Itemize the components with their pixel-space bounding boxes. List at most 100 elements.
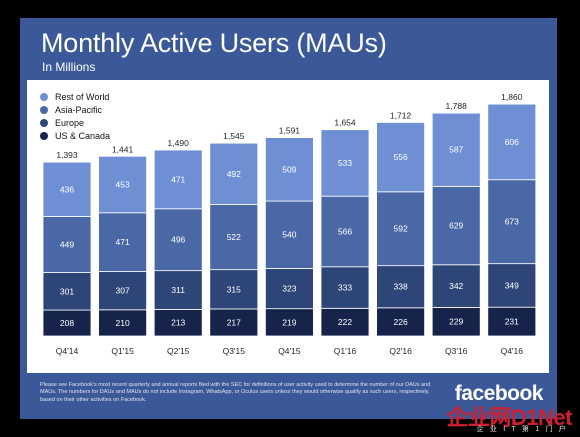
- x-tick-label: Q2'15: [167, 346, 190, 356]
- data-label: 226: [394, 317, 408, 327]
- legend-swatch: [40, 92, 48, 101]
- x-tick-label: Q1'15: [111, 346, 134, 356]
- legend-item: Rest of World: [40, 90, 110, 103]
- bar-segment: [42, 161, 92, 217]
- data-label: 492: [227, 169, 241, 179]
- data-label: 629: [449, 221, 463, 231]
- bar-segment: [320, 266, 370, 309]
- watermark-logo: 企业网D1Net 企 业 I T 第 1 门 户: [444, 396, 576, 434]
- data-label: 307: [116, 286, 130, 296]
- data-label: 453: [116, 180, 130, 190]
- bar-segment: [431, 112, 481, 187]
- bar-segment: [487, 306, 537, 337]
- data-label: 208: [60, 318, 74, 328]
- legend-item: Asia-Pacific: [40, 103, 110, 116]
- bar-segment: [431, 264, 481, 308]
- bar-segment: [98, 309, 147, 337]
- x-tick-label: Q3'15: [223, 346, 246, 356]
- data-label: 311: [171, 285, 185, 295]
- bar-segment: [487, 103, 537, 181]
- total-label: 1,545: [223, 131, 245, 141]
- legend-swatch: [40, 118, 48, 127]
- legend-item: Europe: [40, 116, 110, 129]
- chart-legend: Rest of World Asia-Pacific Europe US & Cana…: [40, 90, 110, 142]
- bar-segment: [98, 212, 147, 272]
- data-label: 229: [449, 317, 463, 327]
- data-label: 606: [505, 137, 519, 147]
- watermark-subtext: 企 业 I T 第 1 门 户: [476, 426, 568, 433]
- bar-segment: [264, 267, 314, 310]
- data-label: 436: [60, 184, 74, 194]
- watermark-text: 企业网D1Net: [446, 405, 572, 430]
- page-title: Monthly Active Users (MAUs): [41, 28, 387, 58]
- page-subtitle: In Millions: [42, 60, 96, 74]
- bar-segment: [320, 129, 370, 197]
- bar-segment: [487, 263, 537, 308]
- data-label: 217: [227, 317, 241, 327]
- bar-segment: [98, 155, 147, 214]
- data-label: 349: [505, 280, 519, 290]
- data-label: 556: [394, 152, 408, 162]
- x-tick-label: Q1'16: [334, 346, 357, 356]
- data-label: 509: [282, 164, 296, 174]
- x-tick-label: Q3'16: [445, 346, 468, 356]
- data-label: 342: [449, 281, 463, 291]
- data-label: 333: [338, 283, 352, 293]
- data-label: 587: [449, 145, 463, 155]
- facebook-logo: facebook: [454, 382, 544, 405]
- bar-segment: [153, 309, 203, 337]
- bar-segment: [153, 270, 203, 310]
- total-label: 1,860: [501, 92, 523, 102]
- bar-segment: [376, 191, 426, 267]
- bar-segment: [320, 307, 370, 337]
- data-label: 566: [338, 226, 352, 236]
- legend-label: US & Canada: [55, 130, 111, 141]
- bar-segment: [209, 308, 259, 337]
- total-label: 1,712: [390, 110, 412, 120]
- data-label: 222: [338, 317, 352, 327]
- total-label: 1,788: [446, 101, 468, 111]
- legend-item: US & Canada: [40, 129, 110, 142]
- legend-label: Europe: [55, 117, 85, 128]
- data-label: 219: [282, 317, 296, 327]
- data-label: 540: [282, 230, 296, 240]
- data-label: 231: [505, 317, 519, 327]
- footnote: Please see Facebook's most recent quarte…: [40, 382, 431, 403]
- bar-segment: [153, 149, 203, 210]
- bar-segment: [153, 208, 203, 272]
- legend-swatch: [40, 131, 48, 140]
- total-label: 1,654: [334, 118, 356, 128]
- total-label: 1,490: [168, 138, 190, 148]
- legend-label: Rest of World: [55, 91, 110, 102]
- stacked-bar-chart: 208 301 449 436 1,393 Q4'14 210 307 471 453 1,441 Q…: [42, 92, 537, 356]
- bar-segment: [209, 269, 259, 310]
- bar-segment: [431, 307, 481, 337]
- bar-segment: [42, 272, 92, 311]
- bar-segment: [431, 185, 481, 266]
- slide: Monthly Active Users (MAUs) In Millions …: [20, 18, 557, 419]
- data-label: 592: [394, 224, 408, 234]
- legend-swatch: [40, 105, 48, 114]
- data-label: 673: [505, 217, 519, 227]
- legend-label: Asia-Pacific: [55, 104, 103, 115]
- data-label: 533: [338, 158, 352, 168]
- data-label: 449: [60, 240, 74, 250]
- bar-segment: [376, 307, 426, 337]
- x-tick-label: Q4'16: [501, 346, 524, 356]
- data-label: 496: [171, 235, 185, 245]
- bar-segment: [209, 204, 259, 271]
- data-label: 315: [227, 284, 241, 294]
- total-label: 1,441: [112, 144, 134, 154]
- data-label: 213: [171, 318, 185, 328]
- data-label: 323: [282, 284, 296, 294]
- data-label: 522: [227, 232, 241, 242]
- bar-segment: [98, 271, 147, 311]
- total-label: 1,393: [56, 150, 78, 160]
- data-label: 471: [171, 174, 185, 184]
- total-label: 1,591: [279, 126, 301, 136]
- data-label: 210: [116, 318, 130, 328]
- x-tick-label: Q4'15: [278, 346, 301, 356]
- x-tick-label: Q2'16: [389, 346, 412, 356]
- data-label: 338: [394, 282, 408, 292]
- data-label: 471: [116, 237, 130, 247]
